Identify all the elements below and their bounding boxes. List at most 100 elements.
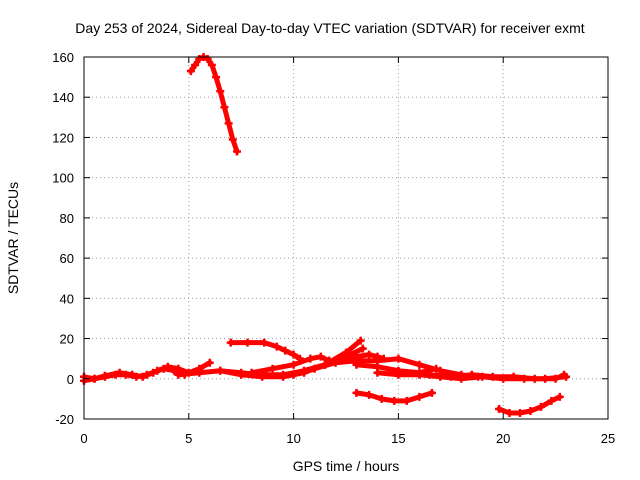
data-point [289,360,298,369]
data-point [233,147,242,156]
data-point [90,374,99,383]
plot-frame [83,56,609,420]
x-tick-label: 15 [391,431,405,446]
data-point [289,350,298,359]
data-point [260,338,269,347]
data-point [432,364,441,373]
data-point [390,396,399,405]
data-point [379,354,388,363]
series-line [291,356,481,380]
data-point [195,368,204,377]
data-point [505,408,514,417]
data-point [530,374,539,383]
series-line [81,366,188,382]
y-tick-label: 100 [52,171,74,186]
data-point [377,394,386,403]
series-arc-1 [186,53,242,156]
data-point [352,388,361,397]
data-point [205,358,214,367]
data-point [352,352,361,361]
data-point [310,364,319,373]
data-point [174,370,183,379]
data-point [268,364,277,373]
data-point [526,406,535,415]
grid [84,57,608,419]
data-point [272,342,281,351]
data-point [195,55,204,64]
data-point [415,392,424,401]
data-point [427,388,436,397]
data-series [80,53,571,417]
data-point [170,366,179,375]
y-tick-label: 80 [60,211,74,226]
y-tick-label: 40 [60,291,74,306]
data-point [100,371,109,380]
series-line [188,54,240,154]
data-point [555,392,564,401]
data-point [415,370,424,379]
data-point [243,338,252,347]
data-point [488,372,497,381]
data-point [415,360,424,369]
y-tick-label: 160 [52,50,74,65]
data-point [279,372,288,381]
x-tick-label: 0 [80,431,87,446]
y-axis-label: SDTVAR / TECUs [5,182,21,294]
data-point [402,396,411,405]
data-point [220,103,229,112]
series-arc-9 [331,350,388,365]
data-point [551,374,560,383]
data-point [258,372,267,381]
data-point [207,61,216,70]
data-point [186,67,195,76]
data-point [515,408,524,417]
y-tick-label: 20 [60,332,74,347]
data-point [281,346,290,355]
y-tick-label: 60 [60,251,74,266]
series-arc-7 [247,352,334,377]
data-point [425,370,434,379]
x-tick-label: 5 [185,431,192,446]
data-point [316,352,325,361]
data-point [306,354,315,363]
data-point [509,372,518,381]
data-point [342,348,350,357]
data-point [394,370,403,379]
data-point [237,370,246,379]
y-tick-label: 140 [52,90,74,105]
data-point [547,396,556,405]
data-point [216,87,225,96]
data-point [365,390,374,399]
chart-title: Day 253 of 2024, Sidereal Day-to-day VTE… [75,20,584,36]
data-point [356,336,365,345]
x-tick-label: 25 [601,431,615,446]
x-tick-label: 10 [286,431,300,446]
data-point [226,338,235,347]
data-point [358,344,367,353]
data-point [394,354,403,363]
data-point [495,404,504,413]
data-point [446,372,455,381]
axis-ticks: 0 5 10 15 20 25 -20 0 20 40 60 80 100 120 140 160 [52,50,615,446]
series-arc-13 [352,388,436,405]
y-tick-label: -20 [55,412,74,427]
series-arc-8 [289,354,483,381]
data-point [352,360,361,369]
data-point [467,370,476,379]
data-point [536,402,545,411]
series-arc-12 [425,370,568,383]
data-point [373,352,382,361]
x-tick-label: 20 [496,431,510,446]
data-point [247,368,256,377]
data-point [212,73,221,82]
data-point [559,370,568,379]
data-point [203,55,212,64]
data-point [138,372,147,381]
y-tick-label: 120 [52,130,74,145]
data-point [289,370,298,379]
data-point [149,368,158,377]
data-point [128,370,137,379]
data-point [216,366,225,375]
data-point [191,61,200,70]
